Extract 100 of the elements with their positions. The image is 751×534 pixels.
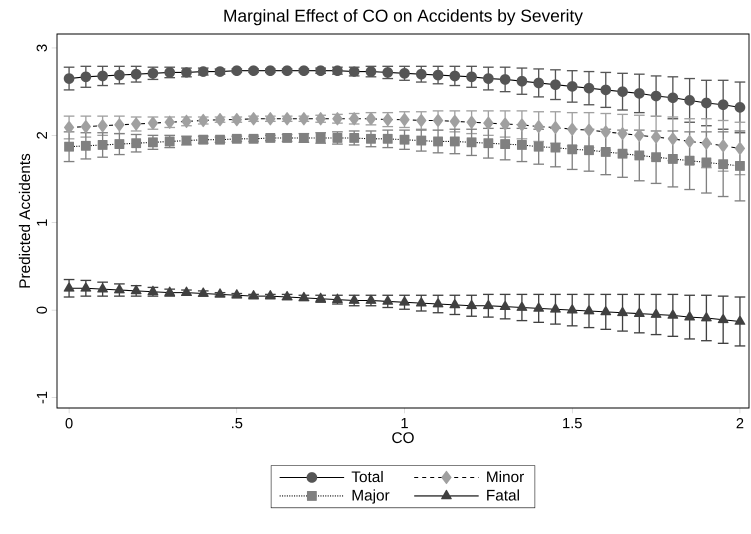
point bbox=[650, 90, 662, 102]
point bbox=[64, 73, 74, 84]
point bbox=[449, 70, 460, 82]
point bbox=[516, 140, 527, 150]
point bbox=[130, 68, 142, 80]
point bbox=[248, 65, 259, 76]
point bbox=[550, 142, 560, 153]
point bbox=[516, 76, 528, 87]
point bbox=[80, 120, 91, 134]
point bbox=[265, 65, 276, 76]
point bbox=[348, 294, 360, 304]
point bbox=[382, 134, 393, 144]
point bbox=[566, 81, 578, 92]
point bbox=[80, 71, 92, 82]
point bbox=[701, 158, 712, 168]
point bbox=[466, 71, 477, 82]
point bbox=[550, 79, 561, 90]
x-axis-title: CO bbox=[392, 432, 414, 444]
point bbox=[382, 295, 394, 305]
point bbox=[701, 136, 712, 150]
point bbox=[248, 112, 259, 126]
y-tick-label: -1 bbox=[36, 392, 47, 404]
point bbox=[584, 145, 594, 156]
point bbox=[466, 116, 477, 129]
point bbox=[416, 68, 427, 80]
point bbox=[701, 98, 712, 108]
point bbox=[718, 159, 728, 170]
point bbox=[399, 296, 410, 306]
point bbox=[584, 304, 594, 314]
point bbox=[533, 78, 544, 88]
point bbox=[584, 82, 594, 94]
legend-label: Minor bbox=[487, 470, 524, 482]
point bbox=[131, 138, 142, 148]
point bbox=[483, 138, 494, 148]
point bbox=[718, 314, 729, 324]
point bbox=[298, 292, 310, 302]
point bbox=[701, 312, 712, 322]
point bbox=[500, 139, 510, 150]
point bbox=[500, 117, 510, 131]
point bbox=[64, 142, 74, 152]
point bbox=[282, 112, 292, 126]
point bbox=[432, 298, 444, 308]
point bbox=[634, 88, 645, 99]
point bbox=[650, 130, 662, 144]
point bbox=[734, 142, 746, 156]
point bbox=[668, 154, 678, 164]
point bbox=[617, 126, 628, 140]
point bbox=[97, 283, 108, 292]
point bbox=[114, 70, 125, 80]
point bbox=[298, 112, 310, 126]
legend-label: Fatal bbox=[487, 489, 519, 501]
point bbox=[550, 120, 561, 134]
point bbox=[534, 142, 544, 152]
point bbox=[684, 310, 696, 320]
point bbox=[684, 134, 695, 148]
point bbox=[433, 136, 443, 146]
point bbox=[617, 306, 628, 316]
point bbox=[298, 65, 310, 76]
point bbox=[651, 152, 662, 162]
point bbox=[148, 137, 158, 148]
point bbox=[718, 139, 728, 153]
point bbox=[500, 74, 510, 85]
point bbox=[265, 112, 276, 126]
point bbox=[516, 301, 528, 311]
point bbox=[248, 290, 259, 300]
point bbox=[718, 99, 729, 110]
point bbox=[64, 282, 74, 292]
point bbox=[600, 125, 611, 139]
x-tick-label: .5 bbox=[232, 418, 242, 428]
point bbox=[466, 300, 477, 310]
point bbox=[80, 140, 91, 151]
point bbox=[315, 65, 326, 76]
point bbox=[366, 134, 376, 144]
y-axis-title: Predicted Accidents bbox=[18, 154, 30, 288]
y-tick-label: 3 bbox=[36, 44, 47, 52]
point bbox=[432, 70, 444, 80]
point bbox=[97, 119, 108, 132]
point bbox=[130, 284, 142, 294]
point bbox=[482, 300, 494, 310]
x-tick-label: 1.5 bbox=[563, 418, 582, 428]
point bbox=[600, 306, 612, 316]
point bbox=[416, 136, 426, 146]
point bbox=[483, 116, 494, 130]
point bbox=[600, 147, 611, 157]
point bbox=[650, 308, 662, 318]
point bbox=[618, 148, 628, 159]
legend-label: Total bbox=[352, 470, 383, 482]
legend-label: Major bbox=[352, 489, 390, 504]
point bbox=[282, 65, 292, 76]
point bbox=[466, 137, 477, 148]
point bbox=[114, 284, 125, 294]
point bbox=[533, 302, 544, 312]
point bbox=[684, 95, 695, 106]
point bbox=[600, 84, 612, 96]
y-tick-label: 2 bbox=[36, 132, 47, 139]
x-tick-label: 1 bbox=[402, 418, 408, 428]
point bbox=[366, 294, 376, 304]
point bbox=[734, 102, 746, 113]
point bbox=[550, 303, 561, 313]
point bbox=[735, 161, 745, 171]
